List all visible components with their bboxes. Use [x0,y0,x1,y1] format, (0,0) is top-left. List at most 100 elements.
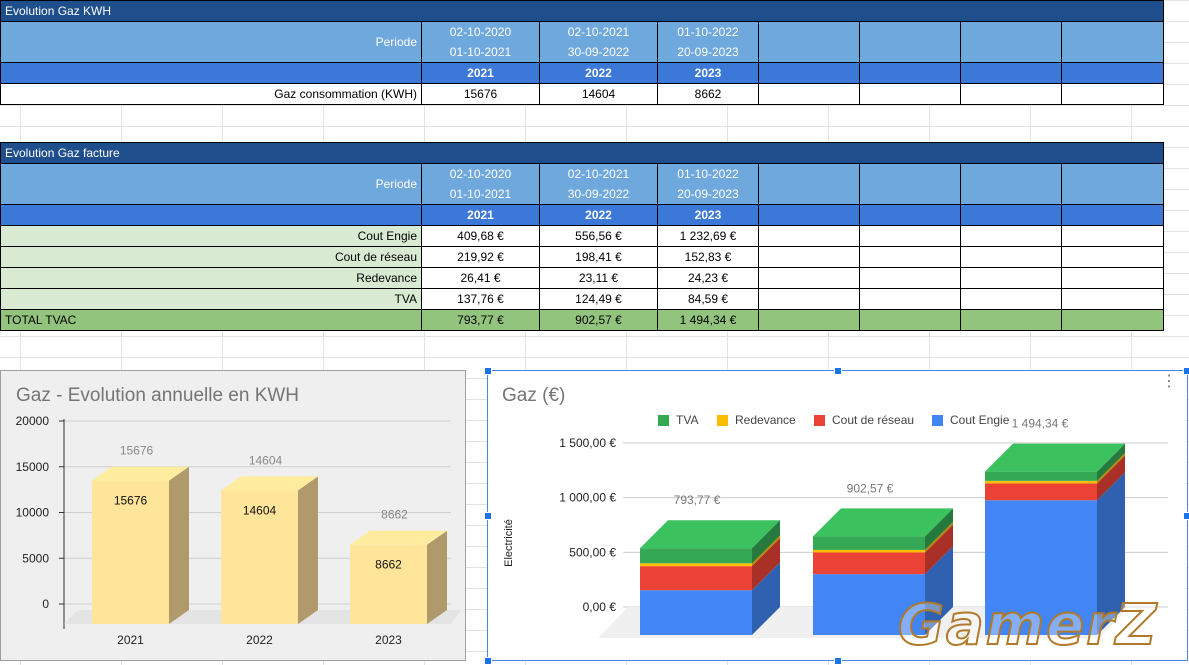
empty-cell[interactable] [758,204,860,226]
empty-cell[interactable] [960,309,1062,331]
empty-cell[interactable] [960,288,1062,310]
legend-swatch [932,415,943,426]
empty-cell[interactable] [960,163,1062,205]
period-cell[interactable]: 02-10-2021 30-09-2022 [539,21,658,63]
period-cell[interactable]: 01-10-2022 20-09-2023 [657,21,759,63]
value-cell[interactable]: 14604 [539,83,658,105]
empty-cell[interactable] [960,246,1062,268]
value-cell[interactable]: 26,41 € [421,267,540,289]
year-cell[interactable]: 2023 [657,62,759,84]
empty-cell[interactable] [859,267,961,289]
period-label[interactable]: Periode [0,163,422,205]
value-cell[interactable]: 219,92 € [421,246,540,268]
empty-cell[interactable] [859,163,961,205]
year-cell[interactable]: 2023 [657,204,759,226]
value-cell[interactable]: 84,59 € [657,288,759,310]
period-label[interactable]: Periode [0,21,422,63]
empty-cell[interactable] [960,62,1062,84]
value-cell[interactable]: 137,76 € [421,288,540,310]
value-cell[interactable]: 198,41 € [539,246,658,268]
year-cell[interactable]: 2021 [421,204,540,226]
total-cell[interactable]: 793,77 € [421,309,540,331]
empty-cell[interactable] [859,83,961,105]
empty-cell[interactable] [758,62,860,84]
empty-cell[interactable] [859,225,961,247]
bar-value-label: 14604 [243,503,277,517]
resize-handle[interactable] [1183,512,1189,520]
row-label[interactable]: TVA [0,288,422,310]
resize-handle[interactable] [484,512,492,520]
empty-cell[interactable] [758,246,860,268]
row-label[interactable]: Redevance [0,267,422,289]
period-cell[interactable]: 02-10-2020 01-10-2021 [421,163,540,205]
empty-cell[interactable] [960,21,1062,63]
empty-cell[interactable] [859,246,961,268]
year-cell[interactable]: 2021 [421,62,540,84]
value-cell[interactable]: 24,23 € [657,267,759,289]
empty-cell[interactable] [859,204,961,226]
bar-annotation-label: 8662 [381,508,408,522]
resize-handle[interactable] [484,657,492,665]
year-cell[interactable]: 2022 [539,62,658,84]
empty-cell[interactable] [1060,83,1165,105]
empty-cell[interactable] [1060,288,1165,310]
empty-cell[interactable] [758,225,860,247]
empty-cell[interactable] [859,288,961,310]
empty-cell[interactable] [758,21,860,63]
value-cell[interactable]: 15676 [421,83,540,105]
empty-cell[interactable] [859,21,961,63]
resize-handle[interactable] [484,367,492,375]
resize-handle[interactable] [834,367,842,375]
bar-top [92,466,189,481]
value-cell[interactable]: 8662 [657,83,759,105]
empty-cell[interactable] [1060,225,1165,247]
empty-cell[interactable] [960,83,1062,105]
empty-cell[interactable] [960,267,1062,289]
empty-cell[interactable] [960,204,1062,226]
value-cell[interactable]: 556,56 € [539,225,658,247]
empty-cell[interactable] [0,204,422,226]
empty-cell[interactable] [758,83,860,105]
table1-title[interactable]: Evolution Gaz KWH [0,0,1165,22]
y-tick-label: 1 000,00 € [559,491,616,505]
bar-segment-side [1097,443,1125,481]
empty-cell[interactable] [1060,163,1165,205]
row-label[interactable]: Cout Engie [0,225,422,247]
value-cell[interactable]: 124,49 € [539,288,658,310]
euro-chart[interactable]: Gaz (€) ⋮ TVA Redevance Cout de réseau Cout… [487,370,1188,661]
value-cell[interactable]: 1 232,69 € [657,225,759,247]
empty-cell[interactable] [0,62,422,84]
bar [92,480,169,624]
period-cell[interactable]: 01-10-2022 20-09-2023 [657,163,759,205]
row-label[interactable]: Cout de réseau [0,246,422,268]
resize-handle[interactable] [834,657,842,665]
empty-cell[interactable] [1060,62,1165,84]
empty-cell[interactable] [758,267,860,289]
empty-cell[interactable] [1060,246,1165,268]
period-cell[interactable]: 02-10-2021 30-09-2022 [539,163,658,205]
table2-title[interactable]: Evolution Gaz facture [0,142,1165,164]
value-cell[interactable]: 409,68 € [421,225,540,247]
total-label[interactable]: TOTAL TVAC [0,309,422,331]
bar-top [813,508,953,537]
empty-cell[interactable] [758,163,860,205]
empty-cell[interactable] [758,288,860,310]
year-cell[interactable]: 2022 [539,204,658,226]
empty-cell[interactable] [1060,267,1165,289]
empty-cell[interactable] [859,62,961,84]
total-cell[interactable]: 902,57 € [539,309,658,331]
value-cell[interactable]: 152,83 € [657,246,759,268]
empty-cell[interactable] [1060,309,1165,331]
empty-cell[interactable] [1060,204,1165,226]
total-cell[interactable]: 1 494,34 € [657,309,759,331]
period-cell[interactable]: 02-10-2020 01-10-2021 [421,21,540,63]
empty-cell[interactable] [758,309,860,331]
row-label[interactable]: Gaz consommation (KWH) [0,83,422,105]
empty-cell[interactable] [960,225,1062,247]
kwh-chart[interactable]: Gaz - Evolution annuelle en KWH 20000 150… [0,370,466,661]
empty-cell[interactable] [859,309,961,331]
table-gaz-kwh: Evolution Gaz KWH Periode 02-10-2020 01-1… [0,0,1165,105]
empty-cell[interactable] [1060,21,1165,63]
resize-handle[interactable] [1183,367,1189,375]
value-cell[interactable]: 23,11 € [539,267,658,289]
